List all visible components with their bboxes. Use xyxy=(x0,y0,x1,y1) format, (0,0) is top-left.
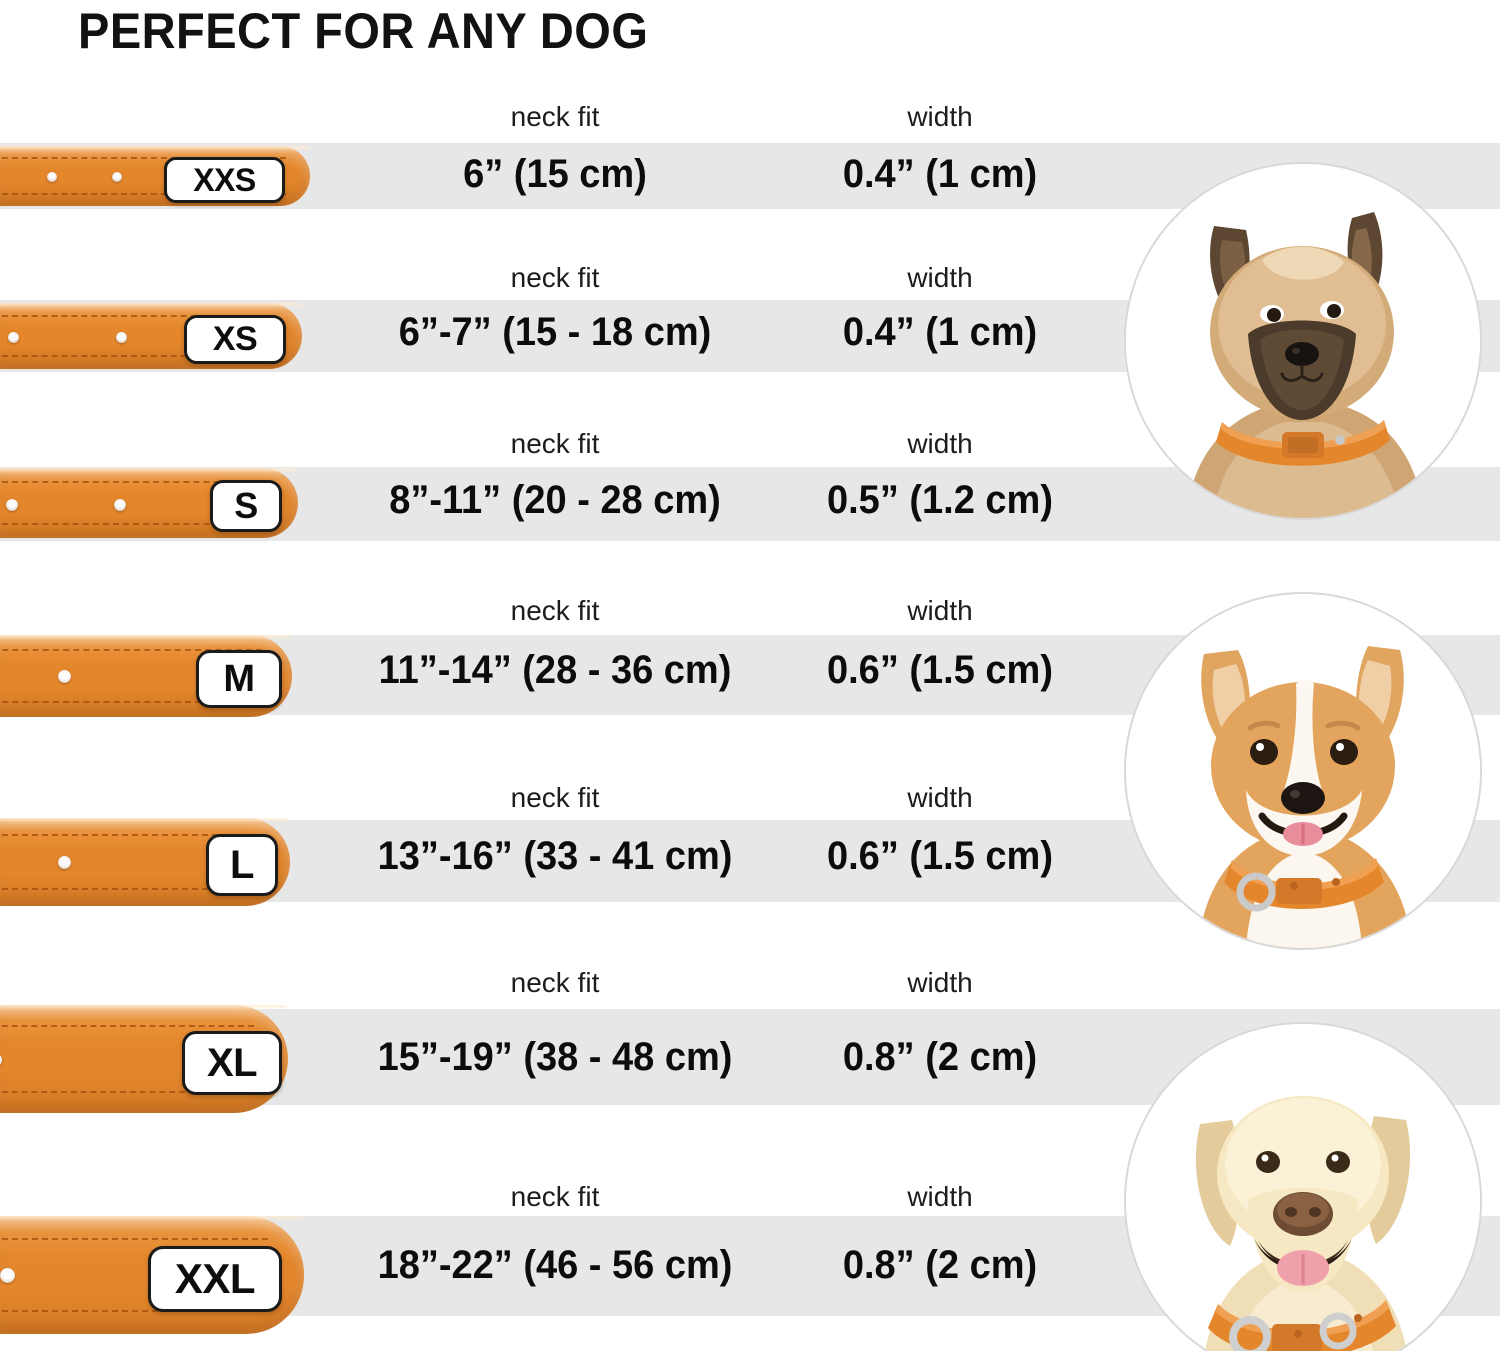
neck-fit-header-xxl: neck fit xyxy=(510,1181,600,1212)
strap-highlight xyxy=(0,468,298,473)
collar-strap-s: S xyxy=(0,468,298,538)
size-badge-xxl: XXL xyxy=(148,1246,282,1312)
punch-hole xyxy=(6,499,18,511)
width-value-xl: 0.8” (2 cm) xyxy=(842,1035,1038,1079)
strap-highlight xyxy=(0,818,290,823)
collar-strap-xxs: XXS xyxy=(0,146,310,206)
strap-highlight xyxy=(0,635,292,640)
labrador-photo xyxy=(1124,1022,1482,1351)
width-header-m: width xyxy=(907,595,973,626)
stitch-line-bottom xyxy=(0,1091,254,1093)
size-badge-xs: XS xyxy=(184,315,286,364)
strap-highlight xyxy=(0,1216,304,1221)
punch-hole xyxy=(114,499,126,511)
neck-fit-value-xs: 6”-7” (15 - 18 cm) xyxy=(398,310,712,354)
neck-fit-value-xl: 15”-19” (38 - 48 cm) xyxy=(377,1035,733,1079)
stitch-line-bottom xyxy=(0,193,286,195)
neck-fit-header-xl: neck fit xyxy=(510,967,600,998)
stitch-line-bottom xyxy=(0,701,262,703)
neck-fit-value-xxl: 18”-22” (46 - 56 cm) xyxy=(377,1243,733,1287)
stitch-line-bottom xyxy=(0,1310,268,1312)
collar-strap-l: L xyxy=(0,818,290,906)
stitch-line-top xyxy=(0,157,286,159)
punch-hole xyxy=(0,1268,15,1283)
width-value-xxl: 0.8” (2 cm) xyxy=(842,1243,1038,1287)
width-value-xs: 0.4” (1 cm) xyxy=(842,310,1038,354)
stitch-line-top xyxy=(0,649,262,651)
width-header-xxs: width xyxy=(907,101,973,132)
neck-fit-header-xxs: neck fit xyxy=(510,101,600,132)
stitch-line-bottom xyxy=(0,888,258,890)
strap-highlight xyxy=(0,1005,288,1010)
width-header-xxl: width xyxy=(907,1181,973,1212)
punch-hole xyxy=(116,332,127,343)
cairn-terrier-photo xyxy=(1124,162,1482,520)
size-badge-l: L xyxy=(206,834,278,896)
punch-hole xyxy=(47,172,57,182)
strap-highlight xyxy=(0,303,302,308)
neck-fit-header-xs: neck fit xyxy=(510,262,600,293)
stitch-line-bottom xyxy=(0,355,276,357)
size-badge-s: S xyxy=(210,480,282,532)
punch-hole xyxy=(112,172,122,182)
punch-hole xyxy=(0,1053,2,1067)
stitch-line-top xyxy=(0,1025,254,1027)
width-value-l: 0.6” (1.5 cm) xyxy=(826,834,1053,878)
size-badge-xxs: XXS xyxy=(164,157,285,203)
stitch-line-top xyxy=(0,834,258,836)
stitch-line-bottom xyxy=(0,523,270,525)
stitch-line-top xyxy=(0,1238,268,1240)
punch-hole xyxy=(58,856,71,869)
size-badge-xl: XL xyxy=(182,1031,282,1095)
width-header-xs: width xyxy=(907,262,973,293)
neck-fit-value-m: 11”-14” (28 - 36 cm) xyxy=(378,648,732,692)
page-title: PERFECT FOR ANY DOG xyxy=(78,3,649,59)
collar-strap-m: M xyxy=(0,635,292,717)
stitch-line-top xyxy=(0,481,270,483)
neck-fit-header-s: neck fit xyxy=(510,428,600,459)
neck-fit-header-l: neck fit xyxy=(510,782,600,813)
corgi-illustration xyxy=(1126,594,1480,948)
collar-strap-xs: XS xyxy=(0,303,302,369)
width-value-m: 0.6” (1.5 cm) xyxy=(826,648,1053,692)
collar-strap-xl: XL xyxy=(0,1005,288,1113)
stitch-line-top xyxy=(0,315,276,317)
corgi-photo xyxy=(1124,592,1482,950)
size-badge-m: M xyxy=(196,650,282,708)
terrier-illustration xyxy=(1126,164,1480,518)
punch-hole xyxy=(58,670,71,683)
neck-fit-value-l: 13”-16” (33 - 41 cm) xyxy=(377,834,733,878)
width-value-s: 0.5” (1.2 cm) xyxy=(826,478,1053,522)
punch-hole xyxy=(8,332,19,343)
strap-highlight xyxy=(0,146,310,151)
width-header-xl: width xyxy=(907,967,973,998)
neck-fit-value-xxs: 6” (15 cm) xyxy=(463,152,647,196)
neck-fit-header-m: neck fit xyxy=(510,595,600,626)
neck-fit-value-s: 8”-11” (20 - 28 cm) xyxy=(389,478,721,522)
width-header-s: width xyxy=(907,428,973,459)
labrador-illustration xyxy=(1126,1024,1480,1351)
width-value-xxs: 0.4” (1 cm) xyxy=(842,152,1038,196)
collar-strap-xxl: XXL xyxy=(0,1216,304,1334)
width-header-l: width xyxy=(907,782,973,813)
